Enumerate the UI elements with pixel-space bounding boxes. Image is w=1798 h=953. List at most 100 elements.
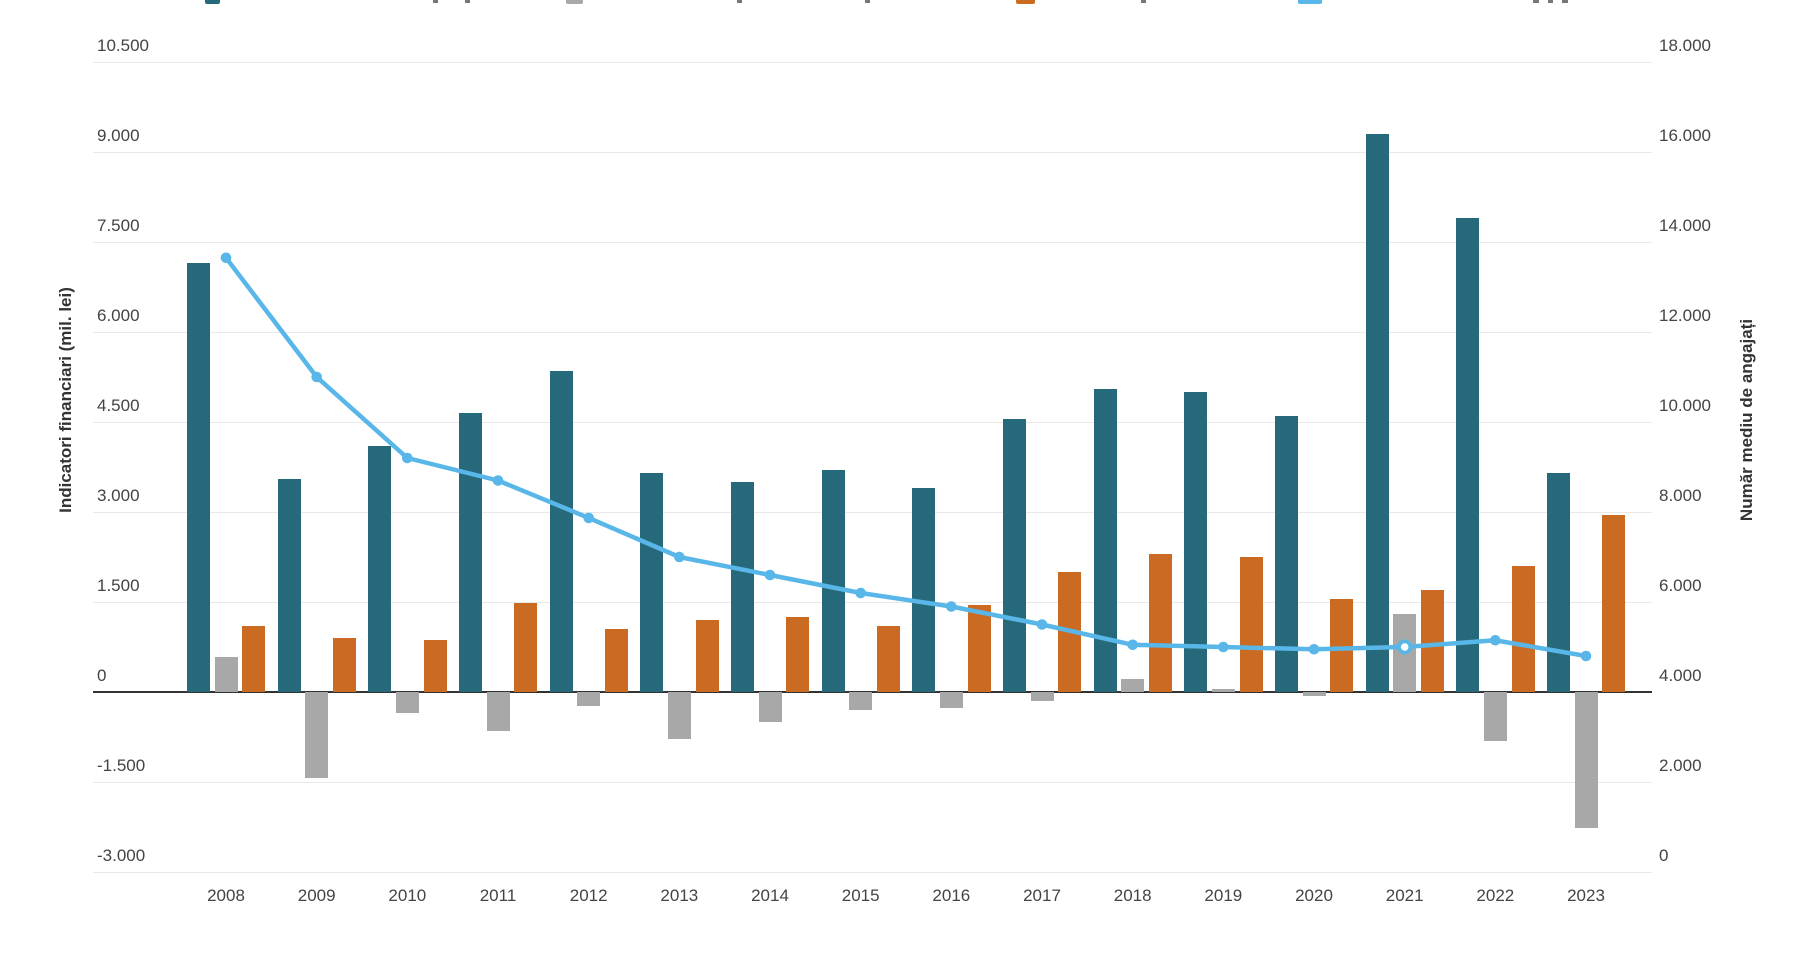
line-point-2012[interactable]: [583, 512, 594, 524]
bar-series-teal-2017[interactable]: [1003, 419, 1026, 692]
bar-series-gray-2012[interactable]: [577, 692, 601, 706]
bar-series-orange-2015[interactable]: [877, 626, 900, 692]
bar-series-orange-2021[interactable]: [1421, 590, 1444, 692]
bar-series-gray-2018[interactable]: [1121, 678, 1145, 692]
bar-series-teal-2018[interactable]: [1093, 389, 1117, 692]
bar-series-orange-2017[interactable]: [1058, 572, 1082, 692]
bar-series-gray-2013[interactable]: [668, 692, 691, 739]
line-point-2013[interactable]: [674, 551, 685, 563]
bar-series-orange-2010[interactable]: [423, 639, 447, 692]
y-right-tick-16.000: 16.000: [1659, 126, 1711, 145]
legend-text-fragment: [1533, 0, 1539, 3]
bar-series-orange-2018[interactable]: [1149, 554, 1172, 692]
bar-series-teal-2011[interactable]: [459, 413, 482, 692]
line-point-2022[interactable]: [1490, 635, 1501, 646]
bar-series-teal-2023[interactable]: [1547, 473, 1570, 692]
bar-series-teal-2008[interactable]: [187, 263, 210, 692]
bar-series-orange-2011[interactable]: [514, 603, 538, 692]
bar-series-gray-2009[interactable]: [305, 692, 329, 778]
zero-baseline: [93, 691, 1652, 693]
gridline-7.500: [93, 242, 1652, 243]
bar-series-gray-2017[interactable]: [1030, 692, 1054, 701]
gridline-1.500: [93, 602, 1652, 603]
y-left-tick-4.500: 4.500: [97, 396, 140, 415]
x-tick-2023: 2023: [1567, 886, 1605, 905]
bar-series-teal-2016[interactable]: [912, 488, 936, 692]
line-point-2014[interactable]: [764, 569, 776, 581]
y-left-tick-0: 0: [97, 666, 107, 685]
bar-series-gray-2011[interactable]: [486, 692, 510, 731]
line-point-2019[interactable]: [1218, 641, 1229, 653]
y-right-tick-2.000: 2.000: [1659, 756, 1702, 775]
legend-text-fragment: [737, 0, 742, 3]
bar-series-gray-2016[interactable]: [940, 692, 963, 708]
x-tick-2019: 2019: [1204, 886, 1243, 905]
x-tick-2020: 2020: [1295, 886, 1333, 905]
bar-series-teal-2021[interactable]: [1365, 134, 1389, 692]
y-left-tick--3.000: -3.000: [97, 846, 146, 865]
y-right-tick-4.000: 4.000: [1659, 666, 1702, 685]
right-axis-title: Număr mediu de angajați: [1737, 318, 1756, 522]
legend-text-fragment: [1548, 0, 1553, 3]
line-point-2008[interactable]: [220, 252, 232, 264]
line-point-2023[interactable]: [1580, 650, 1592, 662]
bar-series-orange-2022[interactable]: [1511, 566, 1535, 692]
bar-series-gray-2008[interactable]: [214, 657, 238, 692]
y-right-tick-0: 0: [1659, 846, 1669, 865]
bar-series-orange-2023[interactable]: [1602, 515, 1626, 692]
y-right-tick-14.000: 14.000: [1659, 216, 1711, 235]
bar-series-gray-2010[interactable]: [396, 692, 419, 713]
x-tick-2008: 2008: [207, 886, 245, 905]
line-point-2020[interactable]: [1308, 644, 1320, 655]
bar-series-teal-2015[interactable]: [821, 470, 845, 692]
line-point-2015[interactable]: [855, 587, 866, 599]
bar-series-teal-2014[interactable]: [731, 482, 754, 692]
line-point-2018[interactable]: [1127, 639, 1138, 651]
bar-series-orange-2009[interactable]: [333, 638, 356, 692]
bar-series-gray-2019[interactable]: [1212, 689, 1235, 692]
y-left-tick-3.000: 3.000: [97, 486, 140, 505]
gridline-6.000: [93, 332, 1652, 333]
bar-series-gray-2023[interactable]: [1574, 692, 1598, 829]
bar-series-gray-2015[interactable]: [849, 692, 873, 710]
bar-series-orange-2013[interactable]: [695, 620, 719, 692]
x-tick-2012: 2012: [569, 886, 608, 905]
bar-series-orange-2012[interactable]: [605, 629, 628, 692]
line-point-2016[interactable]: [946, 601, 957, 612]
bar-series-teal-2020[interactable]: [1275, 416, 1298, 692]
bar-series-teal-2019[interactable]: [1184, 392, 1208, 692]
line-point-2017[interactable]: [1036, 619, 1048, 630]
x-tick-2010: 2010: [388, 886, 427, 905]
x-tick-2021: 2021: [1385, 886, 1424, 905]
x-tick-2022: 2022: [1476, 886, 1515, 905]
bar-series-gray-2022[interactable]: [1484, 692, 1507, 742]
bar-series-orange-2016[interactable]: [967, 605, 991, 692]
line-point-2010[interactable]: [402, 452, 413, 464]
bar-series-gray-2020[interactable]: [1302, 692, 1326, 697]
bar-series-gray-2014[interactable]: [758, 692, 782, 722]
bar-series-orange-2008[interactable]: [242, 626, 266, 692]
y-right-tick-8.000: 8.000: [1659, 486, 1702, 505]
legend-text-fragment: [465, 0, 470, 3]
y-left-tick-6.000: 6.000: [97, 306, 140, 325]
y-right-tick-10.000: 10.000: [1659, 396, 1711, 415]
bar-series-teal-2012[interactable]: [549, 371, 573, 692]
legend-text-fragment: [433, 0, 438, 3]
bar-series-orange-2019[interactable]: [1239, 557, 1263, 692]
x-tick-2016: 2016: [932, 886, 971, 905]
line-point-2009[interactable]: [311, 371, 323, 383]
bar-series-teal-2013[interactable]: [640, 473, 664, 692]
y-right-tick-6.000: 6.000: [1659, 576, 1702, 595]
line-point-selected-inner-ring: [1400, 643, 1409, 651]
line-point-2011[interactable]: [492, 475, 504, 486]
bar-series-orange-2020[interactable]: [1330, 599, 1354, 692]
bar-series-teal-2009[interactable]: [277, 479, 301, 692]
bar-series-orange-2014[interactable]: [786, 617, 810, 692]
bar-series-teal-2010[interactable]: [368, 446, 392, 692]
x-tick-2014: 2014: [751, 886, 789, 905]
bar-series-teal-2022[interactable]: [1456, 218, 1480, 692]
gridline--1.500: [93, 782, 1652, 783]
left-axis-title: Indicatori financiari (mil. lei): [56, 287, 75, 513]
